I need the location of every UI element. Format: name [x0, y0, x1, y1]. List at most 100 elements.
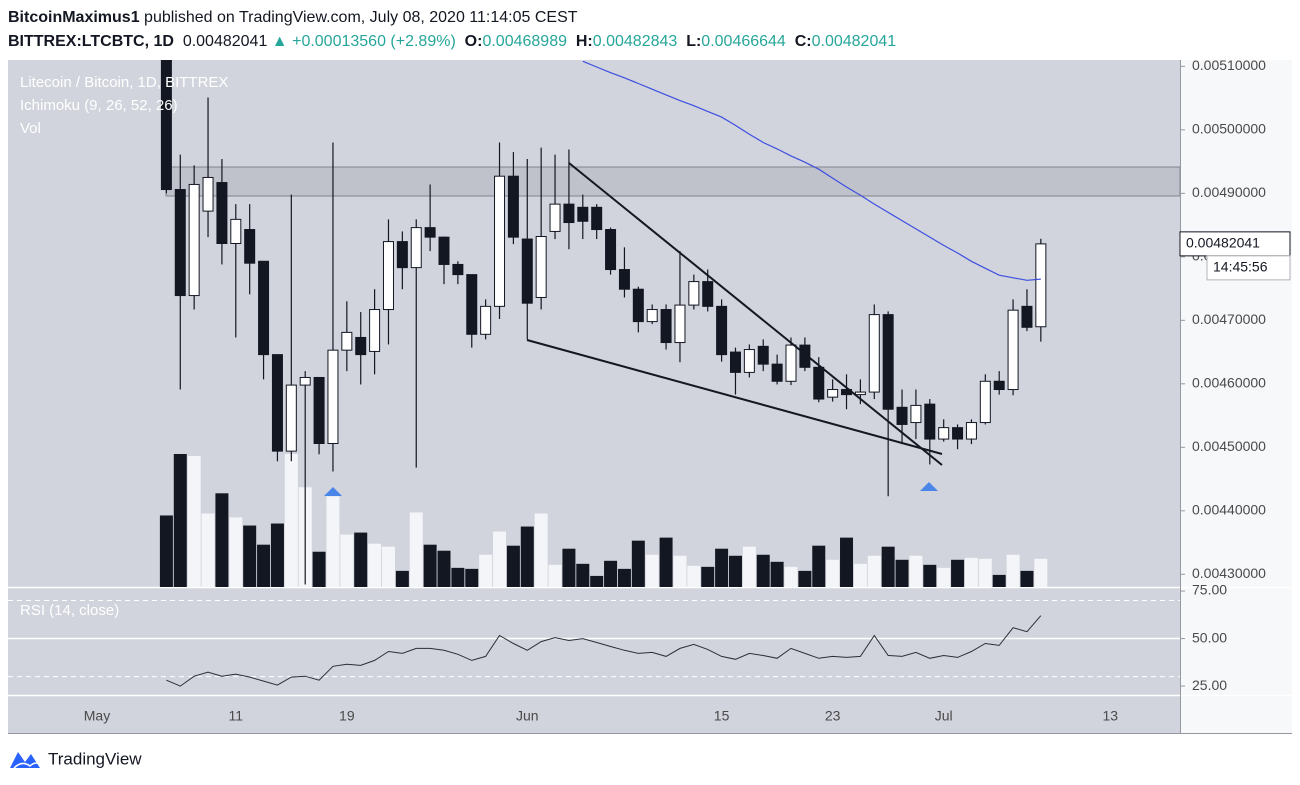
x-tick-label: May	[84, 708, 110, 724]
low-value: 0.00466644	[701, 33, 786, 50]
candle-body	[466, 274, 478, 335]
y-tick-label: 0.00430000	[1192, 565, 1266, 581]
candle-body	[355, 336, 367, 356]
arrow-marker	[920, 482, 938, 491]
candle-body	[577, 206, 589, 222]
volume-bar	[257, 544, 271, 587]
footer-brand: TradingView	[48, 749, 142, 768]
candle-body	[244, 229, 256, 264]
volume-bar	[715, 548, 729, 587]
candle-body	[854, 391, 866, 396]
candle-body	[452, 263, 464, 276]
volume-bar	[742, 546, 756, 587]
open-value: 0.00468989	[482, 33, 567, 50]
price-tag-box	[1179, 231, 1291, 257]
candle-body	[535, 236, 547, 298]
volume-bar	[728, 555, 742, 587]
axes: 0.00430000 0.00440000 0.00450000 0.00460000…	[84, 57, 1266, 724]
symbol: BITTREX:LTCBTC, 1D	[8, 33, 174, 50]
candle-body	[230, 218, 242, 244]
candle-body	[618, 269, 630, 290]
candle-body	[771, 363, 783, 382]
high-value: 0.00482843	[592, 33, 678, 50]
candle-body	[965, 422, 977, 440]
volume-bar	[1034, 558, 1048, 587]
volume-bar	[229, 517, 243, 587]
candle-body	[910, 404, 922, 424]
candle-body	[299, 376, 311, 386]
candle-body	[896, 406, 908, 425]
volume-bar	[534, 513, 548, 587]
y-tick-label: 0.00440000	[1192, 502, 1266, 518]
plot-background	[8, 60, 1180, 733]
candle-body	[660, 309, 672, 344]
x-tick-label: 15	[714, 708, 730, 724]
volume-bar	[992, 574, 1006, 587]
x-tick-label: 11	[229, 708, 244, 724]
volume-bar	[465, 568, 479, 587]
volume-bar	[409, 512, 423, 587]
volume-bar	[964, 557, 978, 587]
x-tick-label: Jun	[516, 708, 539, 724]
volume-bar	[881, 546, 895, 587]
change: +0.00013560 (+2.89%)	[292, 33, 456, 50]
volume-bar	[756, 554, 770, 587]
volume-bar	[826, 559, 840, 587]
arrow-marker	[324, 487, 342, 496]
volume-bar	[284, 454, 298, 587]
candle-body	[438, 236, 450, 265]
rsi-line	[166, 615, 1042, 687]
volume-bar	[479, 554, 493, 587]
volume-bar	[270, 523, 284, 587]
candle-body	[507, 175, 519, 238]
candle-body	[521, 238, 533, 304]
volume-bar	[631, 540, 645, 587]
x-tick-label: 23	[825, 708, 841, 724]
volume-bar	[312, 551, 326, 587]
candle-body	[327, 349, 339, 445]
candle-body	[591, 206, 603, 231]
trendlines	[324, 162, 943, 496]
volume-bar	[784, 566, 798, 587]
candle-body	[729, 351, 741, 373]
candle-body	[271, 354, 283, 452]
volume-bar	[604, 560, 618, 587]
trendline	[568, 162, 943, 466]
candle-body	[938, 427, 950, 440]
rsi-y-tick-label: 75.00	[1192, 582, 1227, 598]
candle-body	[410, 227, 422, 269]
candle-body	[799, 344, 811, 368]
volume-bar	[673, 555, 687, 587]
volume-bar	[340, 534, 354, 587]
candle-body	[827, 389, 839, 398]
header: BitcoinMaximus1 published on TradingView…	[8, 6, 896, 54]
candle-body	[341, 331, 353, 351]
candle-body	[605, 229, 617, 271]
volume-bar	[840, 537, 854, 587]
candle-body	[424, 227, 436, 238]
volume-bar	[909, 555, 923, 587]
candle-body	[202, 176, 214, 212]
volume-bar	[576, 563, 590, 587]
rsi-y-tick-label: 50.00	[1192, 629, 1227, 645]
volume-bar	[590, 575, 604, 587]
volume-bar	[215, 493, 229, 587]
volume-bar	[867, 555, 881, 587]
logo-mark	[10, 752, 40, 768]
candle-body	[785, 344, 797, 382]
volume-bar	[978, 558, 992, 587]
volume-bar	[951, 559, 965, 587]
author: BitcoinMaximus1	[8, 9, 140, 26]
volume-bar	[798, 570, 812, 587]
candle-body	[480, 305, 492, 335]
l-label: L:	[686, 33, 702, 50]
candle-body	[757, 345, 769, 365]
candle-body	[313, 376, 325, 445]
ma-line	[582, 60, 1041, 281]
drawings	[165, 166, 1180, 197]
price-axis-background	[1180, 60, 1292, 733]
candle-body	[174, 189, 186, 297]
candle-body	[382, 241, 394, 311]
volume-bar	[923, 564, 937, 587]
volume-bar	[173, 454, 187, 587]
